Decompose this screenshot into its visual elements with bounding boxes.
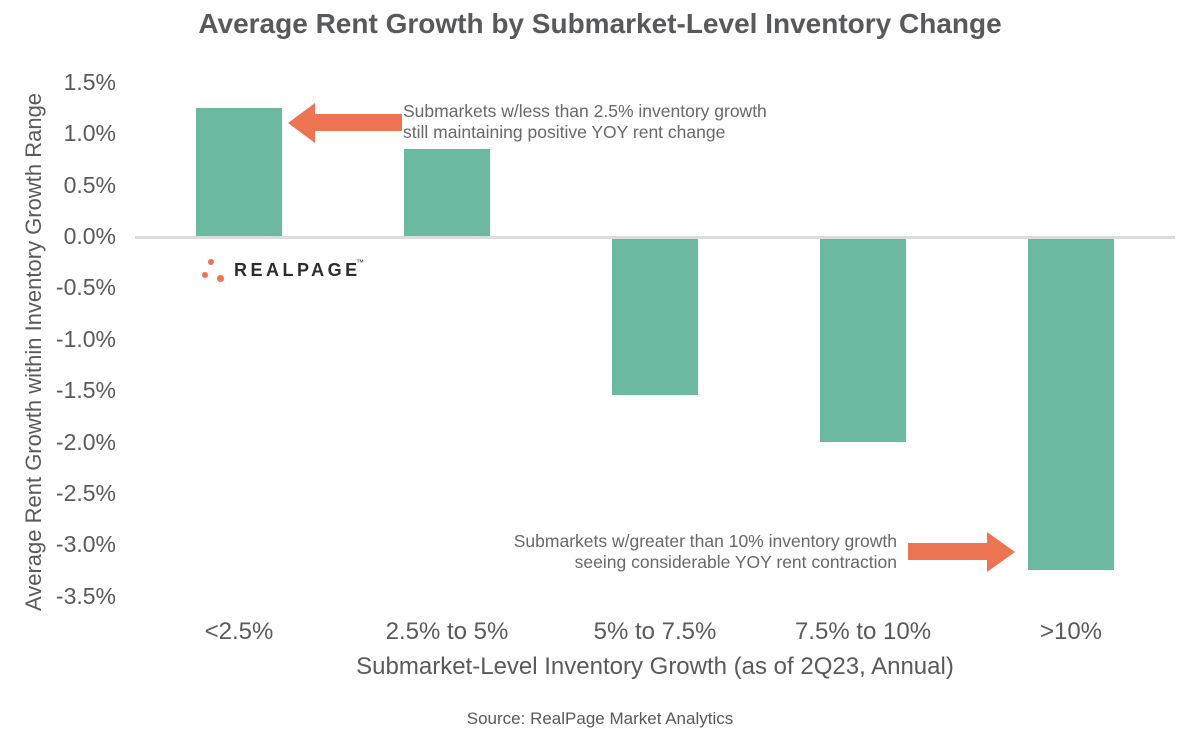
x-axis-title: Submarket-Level Inventory Growth (as of … [356, 653, 954, 680]
arrow-right-shaft [908, 543, 988, 560]
y-tick-label: -0.5% [55, 274, 116, 301]
y-tick-label: -2.0% [55, 428, 116, 455]
zero-baseline [135, 236, 1175, 239]
y-tick-label: -1.0% [55, 325, 116, 352]
arrow-left-head [288, 103, 315, 143]
source-note: Source: RealPage Market Analytics [466, 709, 734, 728]
logo-wordmark: REALPAGE [234, 260, 361, 280]
y-tick-label: 1.0% [63, 120, 116, 147]
y-tick-label: -3.5% [55, 582, 116, 609]
x-tick-label: <2.5% [204, 618, 274, 645]
y-tick-label: -2.5% [55, 480, 116, 506]
arrow-right-icon [908, 532, 1015, 572]
y-tick-label: -3.0% [55, 531, 116, 558]
bar [404, 148, 490, 236]
arrow-left-icon [288, 103, 402, 143]
bar [612, 238, 698, 396]
chart-title: Average Rent Growth by Submarket-Level I… [198, 8, 1002, 39]
y-tick-label: 1.5% [63, 68, 116, 95]
arrow-left-shaft [314, 114, 402, 131]
realpage-logo: REALPAGE ™ [200, 256, 380, 288]
trademark-icon: ™ [356, 258, 364, 267]
logo-dot-icon [217, 275, 224, 282]
x-tick-label: 5% to 7.5% [593, 618, 717, 645]
x-tick-label: 2.5% to 5% [385, 618, 509, 645]
bar [820, 238, 906, 442]
y-tick-label: 0.5% [63, 171, 116, 198]
x-tick-label: 7.5% to 10% [794, 618, 932, 645]
logo-dot-icon [208, 259, 214, 265]
bar [196, 107, 282, 236]
y-tick-label: -1.5% [55, 377, 116, 404]
annotation-rent-contraction: Submarkets w/greater than 10% inventory … [513, 531, 897, 572]
logo-dot-icon [202, 272, 208, 278]
annotation-positive-rent: Submarkets w/less than 2.5% inventory gr… [403, 101, 767, 142]
arrow-right-head [987, 532, 1015, 572]
bar [1028, 238, 1114, 571]
x-tick-label: >10% [1039, 618, 1103, 645]
y-tick-label: 0.0% [63, 223, 116, 249]
